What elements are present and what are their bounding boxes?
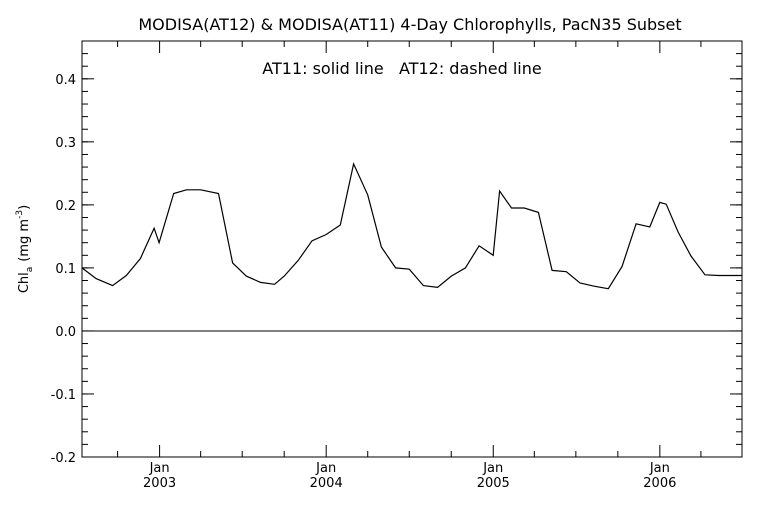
y-axis: -0.2 -0.1 0.0 0.1 0.2 0.3 0.4 <box>51 40 742 466</box>
y-tick-label: 0.2 <box>55 199 76 214</box>
x-tick-year-label: 2006 <box>643 476 676 491</box>
line-style-annotation: AT11: solid line AT12: dashed line <box>262 59 541 78</box>
chart-title: MODISA(AT12) & MODISA(AT11) 4-Day Chloro… <box>138 15 681 34</box>
x-tick-month-label: Jan <box>315 461 336 476</box>
y-axis-label: Chla(mg m-3) <box>15 205 35 293</box>
x-tick-year-label: 2003 <box>143 476 176 491</box>
y-tick-label: 0.3 <box>55 136 76 151</box>
y-tick-label: -0.1 <box>51 388 76 403</box>
series-layer <box>81 162 742 290</box>
x-tick-month-label: Jan <box>649 461 670 476</box>
x-tick-year-label: 2005 <box>477 476 510 491</box>
y-tick-label: 0.1 <box>55 262 76 277</box>
y-tick-label: 0.0 <box>55 325 76 340</box>
y-tick-label: 0.4 <box>55 73 76 88</box>
x-tick-month-label: Jan <box>149 461 170 476</box>
plot-frame <box>81 40 743 458</box>
x-tick-year-label: 2004 <box>310 476 343 491</box>
y-tick-label: -0.2 <box>51 451 76 466</box>
x-tick-month-label: Jan <box>482 461 503 476</box>
series-line-at11 <box>81 162 742 290</box>
